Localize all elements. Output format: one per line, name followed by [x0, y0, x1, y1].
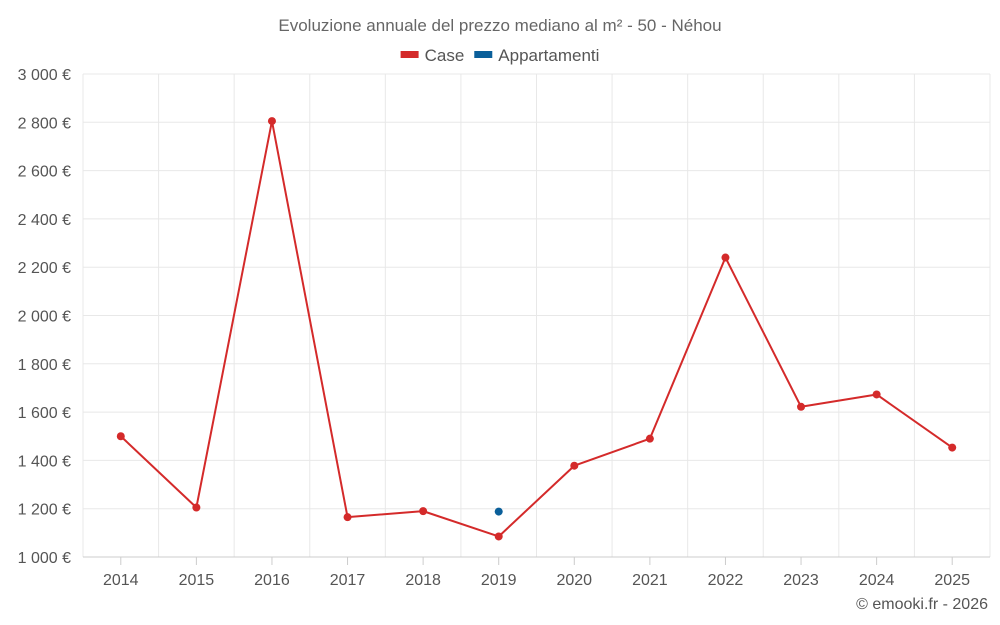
legend-swatch-case [400, 51, 419, 58]
data-point-case [872, 390, 881, 399]
y-tick-label: 3 000 € [18, 67, 71, 84]
series-layer [116, 117, 957, 541]
x-tick-label: 2025 [934, 572, 970, 589]
chart-title: Evoluzione annuale del prezzo mediano al… [278, 16, 721, 35]
x-tick-label: 2022 [708, 572, 744, 589]
data-point-case [645, 434, 654, 443]
grid [82, 73, 991, 557]
y-tick-label: 1 200 € [18, 502, 71, 519]
data-point-case [343, 513, 352, 522]
y-tick-label: 2 400 € [18, 212, 71, 229]
y-tick-label: 2 000 € [18, 309, 71, 326]
x-tick-label: 2017 [330, 572, 366, 589]
legend: Case Appartamenti [400, 46, 599, 65]
x-tick-label: 2015 [179, 572, 215, 589]
data-point-case [570, 461, 579, 470]
legend-swatch-appartamenti [474, 51, 493, 58]
data-point-case [267, 117, 276, 126]
data-point-case [116, 432, 125, 441]
data-point-case [494, 532, 503, 541]
x-tick-label: 2023 [783, 572, 819, 589]
x-tick-label: 2021 [632, 572, 668, 589]
x-tick-label: 2016 [254, 572, 290, 589]
legend-label-appartamenti: Appartamenti [498, 46, 599, 65]
x-tick-label: 2020 [556, 572, 592, 589]
data-point-case [948, 443, 957, 452]
y-tick-label: 1 000 € [18, 550, 71, 567]
y-tick-label: 1 400 € [18, 453, 71, 470]
y-tick-label: 1 800 € [18, 357, 71, 374]
x-tick-label: 2018 [405, 572, 441, 589]
y-tick-label: 2 800 € [18, 115, 71, 132]
y-tick-label: 2 600 € [18, 164, 71, 181]
x-tick-label: 2019 [481, 572, 517, 589]
y-tick-label: 2 200 € [18, 260, 71, 277]
y-tick-label: 1 600 € [18, 405, 71, 422]
x-tick-label: 2014 [103, 572, 139, 589]
legend-label-case: Case [425, 46, 465, 65]
series-line-case [120, 120, 953, 538]
x-tick-label: 2024 [859, 572, 895, 589]
y-axis: 1 000 € 1 200 € 1 400 € 1 600 € 1 800 € 2 000… [18, 67, 71, 567]
credit-text: © emooki.fr - 2026 [856, 596, 988, 613]
x-axis: 2014 2015 2016 2017 2018 2019 2020 2021 2022 2023… [83, 556, 990, 589]
data-point-case [721, 253, 730, 262]
data-point-case [797, 402, 806, 411]
data-point-case [419, 507, 428, 516]
data-point-case [192, 503, 201, 512]
data-point-appartamenti [494, 507, 503, 516]
